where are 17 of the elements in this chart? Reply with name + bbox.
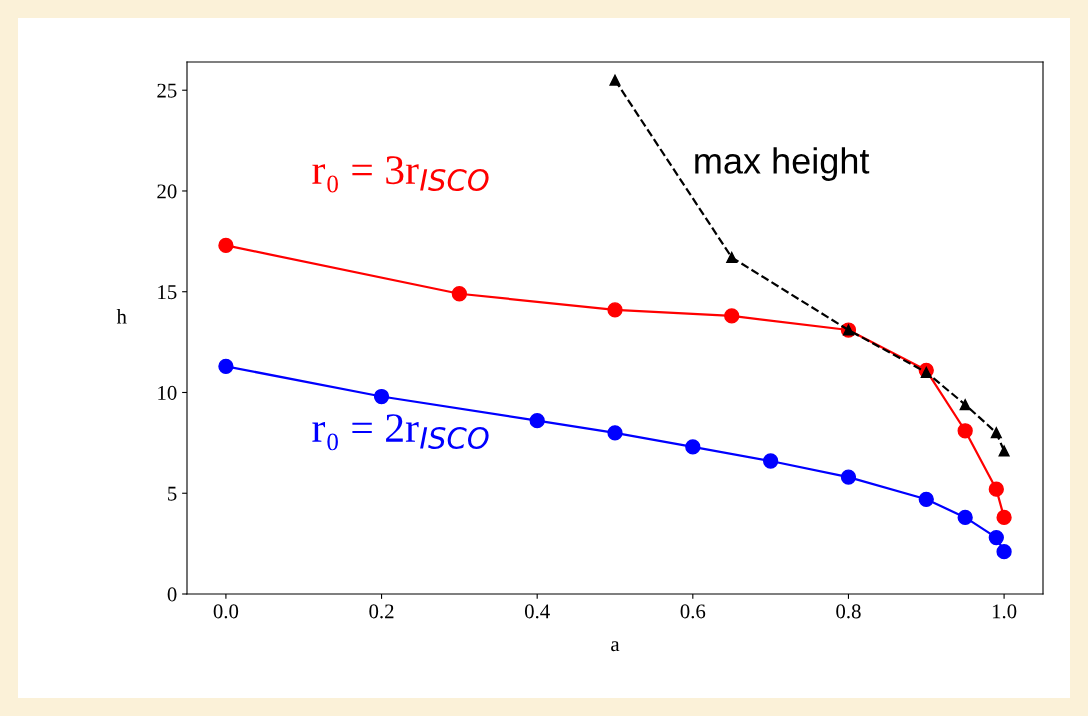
y-tick-label: 25 bbox=[157, 83, 177, 98]
y-tick-label: 15 bbox=[158, 285, 177, 300]
x-tick-label: 1.0 bbox=[992, 604, 1017, 619]
y-tick-label: 20 bbox=[157, 184, 177, 199]
x-tick-label: 0.4 bbox=[524, 604, 550, 619]
x-tick-label: 0.2 bbox=[369, 604, 394, 619]
x-tick-label: 0.0 bbox=[213, 604, 239, 619]
series-label: r₀ = 3r$_{ISCO}$ bbox=[312, 156, 489, 193]
y-tick-label: 0 bbox=[167, 587, 177, 602]
series-label: r₀ = 2r$_{ISCO}$ bbox=[312, 414, 489, 451]
y-tick-label: 5 bbox=[168, 486, 177, 501]
x-tick-label: 0.8 bbox=[836, 604, 861, 619]
x-tick-label: 0.6 bbox=[680, 604, 706, 619]
series-label: max height bbox=[695, 147, 870, 181]
x-axis-title: a bbox=[611, 641, 620, 652]
y-axis-title: h bbox=[116, 309, 127, 324]
y-tick-label: 10 bbox=[158, 385, 177, 400]
